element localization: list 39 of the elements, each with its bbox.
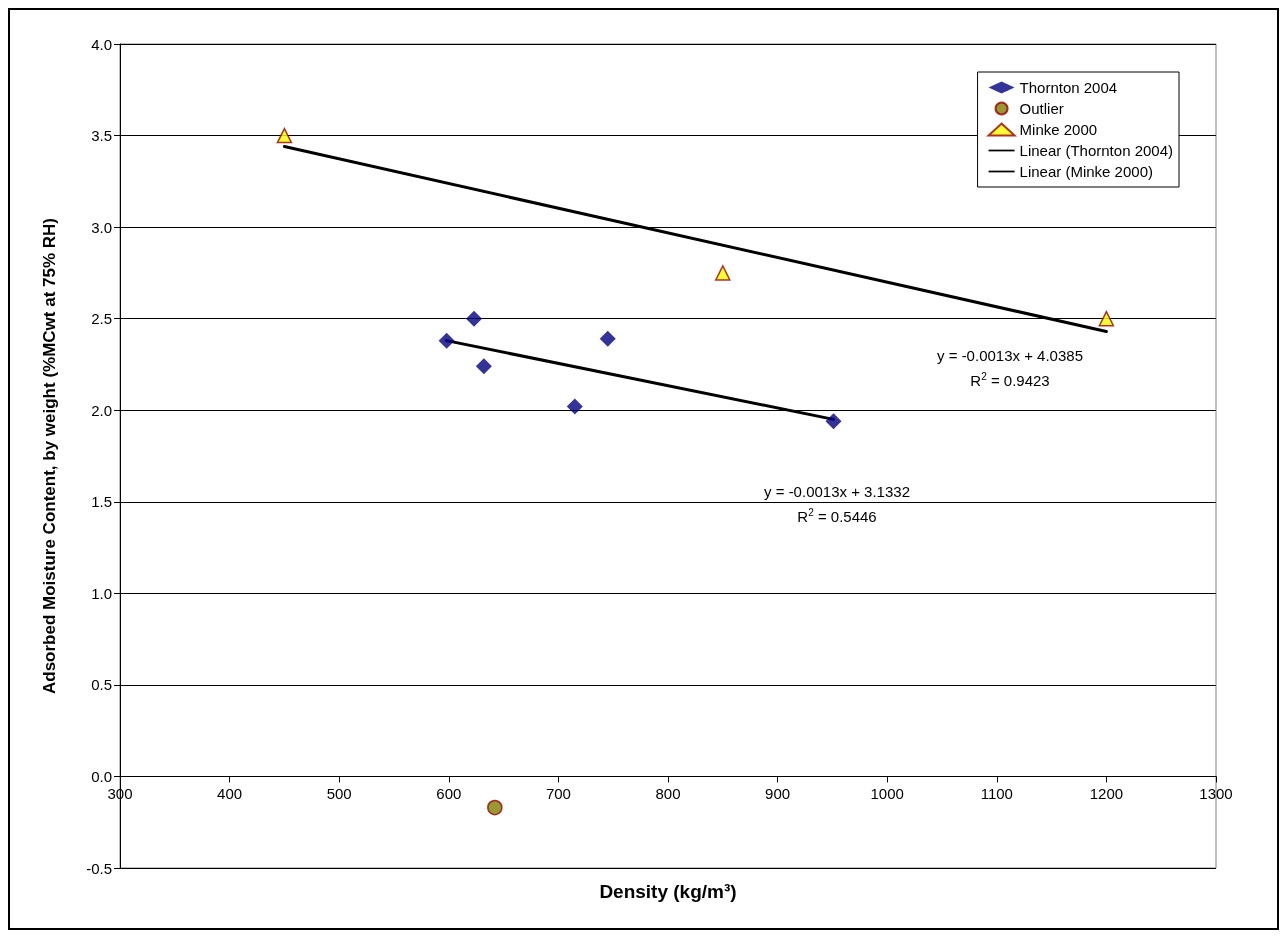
point (276, 127, 293, 144)
point (487, 799, 503, 816)
x-tick-label: 600 (436, 785, 462, 802)
y-axis-title: Adsorbed Moisture Content, by weight (%MCwt at 75% RH) (40, 217, 59, 695)
x-tick-label: 1300 (1199, 785, 1233, 802)
legend-label: Outlier (1019, 100, 1064, 117)
x-tick-label: 1100 (980, 785, 1013, 802)
y-tick-label: 3.5 (91, 127, 112, 145)
point (825, 413, 842, 430)
x-tick-label: 800 (655, 785, 681, 802)
legend-label: Linear (Minke 2000) (1019, 163, 1153, 180)
annotation: y = -0.0013x + 3.1332 (764, 482, 910, 500)
y-tick-label: 1.5 (91, 493, 112, 511)
point (438, 332, 455, 349)
x-tick-label: 900 (765, 785, 791, 802)
y-tick-label: -0.5 (86, 859, 112, 877)
point (1098, 310, 1115, 327)
point (466, 310, 483, 327)
x-tick-label: 1200 (1089, 785, 1124, 802)
y-tick-label: 2.5 (91, 310, 112, 328)
legend-label: Thornton 2004 (1019, 79, 1118, 96)
legend-label: Linear (Thornton 2004) (1019, 142, 1174, 159)
x-tick-label: 1000 (870, 785, 904, 802)
y-tick-label: 0.5 (91, 676, 112, 694)
point (475, 358, 492, 375)
point (599, 330, 616, 347)
x-tick-label: 700 (545, 785, 571, 802)
x-tick-label: 500 (326, 785, 352, 802)
annotation: y = -0.0013x + 4.0385 (937, 346, 1083, 364)
y-tick-label: 3.0 (91, 218, 112, 236)
x-tick-label: 400 (217, 785, 243, 802)
y-tick-label: 1.0 (91, 584, 112, 602)
y-tick-label: 2.0 (91, 401, 112, 419)
point (566, 398, 583, 415)
point (715, 265, 731, 281)
legend-label: Minke 2000 (1019, 121, 1098, 138)
y-tick-label: 0.0 (91, 767, 112, 785)
x-axis-title: Density (kg/m³) (599, 881, 737, 902)
y-tick-label: 4.0 (91, 35, 112, 53)
